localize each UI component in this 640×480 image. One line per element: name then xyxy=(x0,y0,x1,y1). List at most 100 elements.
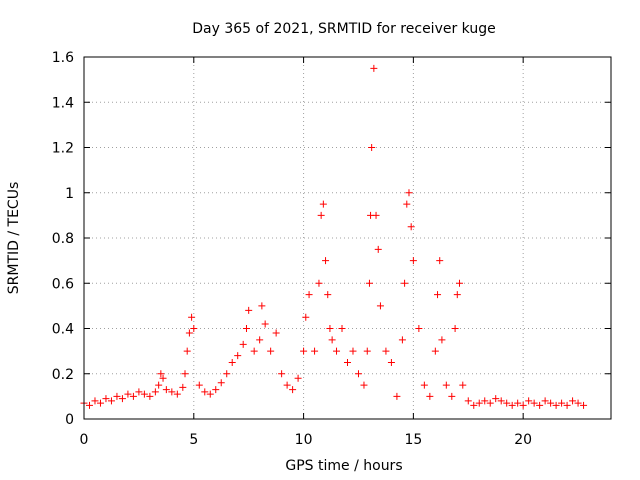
data-point xyxy=(486,399,494,407)
data-point xyxy=(547,399,555,407)
data-point xyxy=(206,390,214,398)
data-point xyxy=(405,189,413,197)
data-point xyxy=(401,279,409,287)
data-point xyxy=(300,347,308,355)
data-point xyxy=(91,397,99,405)
data-point xyxy=(159,374,167,382)
data-point xyxy=(201,388,209,396)
data-point xyxy=(162,386,170,394)
data-point xyxy=(118,395,126,403)
data-point xyxy=(234,352,242,360)
data-point xyxy=(492,395,500,403)
data-point xyxy=(96,399,104,407)
data-point xyxy=(319,200,327,208)
data-point xyxy=(525,397,533,405)
data-point xyxy=(242,325,250,332)
data-point xyxy=(190,325,198,332)
data-point xyxy=(349,347,357,355)
data-point xyxy=(256,336,264,344)
data-point xyxy=(382,347,390,355)
x-tick-label: 10 xyxy=(295,432,313,448)
data-point xyxy=(267,347,275,355)
data-point xyxy=(102,395,110,403)
data-point xyxy=(569,397,577,405)
data-point xyxy=(475,399,483,407)
x-tick-label: 5 xyxy=(189,432,198,448)
data-point xyxy=(563,401,571,409)
data-point xyxy=(173,390,181,398)
data-point xyxy=(354,370,362,378)
data-point xyxy=(503,399,511,407)
data-point xyxy=(258,302,266,310)
data-point xyxy=(580,401,588,409)
data-point xyxy=(185,329,193,337)
data-point xyxy=(481,397,489,405)
x-tick-label: 20 xyxy=(514,432,532,448)
data-point xyxy=(514,399,522,407)
data-point xyxy=(387,358,395,366)
data-point xyxy=(374,245,382,253)
data-point xyxy=(328,336,336,344)
data-point xyxy=(326,325,334,332)
data-point xyxy=(261,320,269,328)
data-point xyxy=(283,381,291,389)
y-tick-label: 1.6 xyxy=(52,50,74,66)
data-point xyxy=(289,386,297,394)
data-point xyxy=(151,388,159,396)
x-tick-label: 0 xyxy=(80,432,89,448)
data-point xyxy=(442,381,450,389)
data-point xyxy=(574,399,582,407)
data-marks xyxy=(80,64,588,409)
data-point xyxy=(157,370,165,378)
data-point xyxy=(459,381,467,389)
data-point xyxy=(393,392,401,400)
data-point xyxy=(376,302,384,310)
data-point xyxy=(370,64,378,72)
data-point xyxy=(541,397,549,405)
data-point xyxy=(497,397,505,405)
data-point xyxy=(324,291,332,299)
axis-ticks: 0 0.2 0.4 0.6 0.8 1 1.2 1.4 1.6 0 5 10 15 20 xyxy=(52,50,611,448)
data-point xyxy=(322,257,330,265)
data-point xyxy=(455,279,463,287)
data-point xyxy=(508,401,516,409)
data-point xyxy=(558,399,566,407)
data-point xyxy=(179,383,187,391)
chart-title: Day 365 of 2021, SRMTID for receiver kug… xyxy=(192,21,495,37)
data-point xyxy=(470,401,478,409)
x-axis-label: GPS time / hours xyxy=(285,458,402,474)
data-point xyxy=(146,392,154,400)
data-point xyxy=(426,392,434,400)
data-point xyxy=(188,313,196,321)
data-point xyxy=(315,279,323,287)
data-point xyxy=(365,279,373,287)
data-point xyxy=(155,381,163,389)
y-tick-label: 1.4 xyxy=(52,95,74,111)
y-tick-label: 0.2 xyxy=(52,367,74,383)
y-tick-label: 1.2 xyxy=(52,141,74,157)
data-point xyxy=(129,392,137,400)
data-point xyxy=(124,390,132,398)
data-point xyxy=(135,388,143,396)
data-point xyxy=(403,200,411,208)
y-tick-label: 0.8 xyxy=(52,231,74,247)
data-point xyxy=(519,401,527,409)
data-point xyxy=(338,325,346,332)
y-axis-label: SRMTID / TECUs xyxy=(6,182,22,295)
data-point xyxy=(438,336,446,344)
data-point xyxy=(360,381,368,389)
y-tick-label: 0.6 xyxy=(52,276,74,292)
data-point xyxy=(372,211,380,219)
data-point xyxy=(436,257,444,265)
data-point xyxy=(453,291,461,299)
data-point xyxy=(464,397,472,405)
data-point xyxy=(344,358,351,366)
data-point xyxy=(294,374,302,382)
data-point xyxy=(415,325,423,332)
data-point xyxy=(302,313,310,321)
data-point xyxy=(278,370,286,378)
data-point xyxy=(398,336,406,344)
data-point xyxy=(212,386,220,394)
data-point xyxy=(317,211,325,219)
data-point xyxy=(368,144,376,151)
